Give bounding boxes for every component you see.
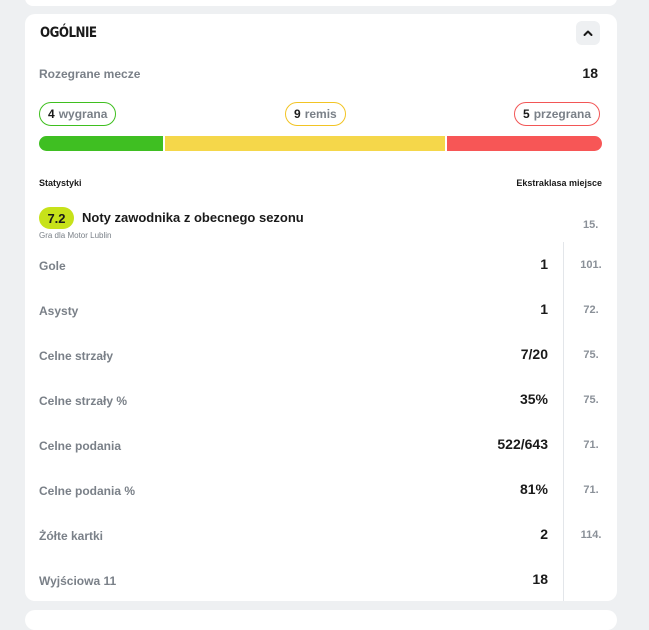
stat-value: 1	[540, 301, 548, 317]
rating-label: Noty zawodnika z obecnego sezonu	[82, 210, 304, 225]
matches-played-value: 18	[582, 65, 598, 81]
stat-rank: 72.	[583, 304, 599, 316]
stat-label: Żółte kartki	[39, 529, 104, 543]
stat-rank: 101.	[580, 259, 602, 271]
stat-row: Asysty 1 72.	[25, 301, 617, 321]
stat-rank: 71.	[583, 484, 599, 496]
stat-rank: 71.	[583, 439, 599, 451]
stat-value: 18	[532, 571, 548, 587]
section-title: OGÓLNIE	[40, 25, 97, 41]
stat-label: Celne strzały %	[39, 394, 128, 408]
stats-column-header: Statystyki	[39, 178, 82, 188]
next-card	[25, 610, 617, 630]
stat-label: Asysty	[39, 304, 79, 318]
rating-subtitle: Gra dla Motor Lublin	[39, 231, 112, 240]
stat-rank: 114.	[580, 529, 602, 541]
losses-label: przegrana	[533, 107, 592, 121]
stat-row: Wyjściowa 11 18	[25, 571, 617, 591]
collapse-button[interactable]	[576, 21, 600, 45]
stat-value: 7/20	[520, 346, 548, 362]
stat-row: Celne podania 522/643 71.	[25, 436, 617, 456]
rating-rank: 15.	[583, 219, 599, 231]
stat-value: 2	[540, 526, 548, 542]
stat-row: Gole 1 101.	[25, 256, 617, 276]
wins-label: wygrana	[58, 107, 108, 121]
stat-label: Gole	[39, 259, 66, 273]
wins-bar	[39, 136, 163, 151]
stat-label: Celne podania %	[39, 484, 136, 498]
losses-badge: 5 przegrana	[514, 102, 601, 126]
wins-count: 4	[48, 107, 55, 121]
chevron-up-icon	[583, 30, 593, 36]
draws-label: remis	[304, 107, 337, 121]
stat-label: Celne podania	[39, 439, 122, 453]
stat-value: 35%	[519, 391, 548, 407]
rank-column-header: Ekstraklasa miejsce	[516, 178, 602, 188]
stat-row: Celne podania % 81% 71.	[25, 481, 617, 501]
stat-row: Żółte kartki 2 114.	[25, 526, 617, 546]
general-stats-card: OGÓLNIE Rozegrane mecze 18 4 wygrana 9 r…	[25, 14, 617, 601]
stat-value: 522/643	[497, 436, 548, 452]
stat-rank: 75.	[583, 394, 599, 406]
stat-rank: 75.	[583, 349, 599, 361]
previous-card	[25, 0, 617, 6]
stat-row: Celne strzały 7/20 75.	[25, 346, 617, 366]
stat-label: Wyjściowa 11	[39, 574, 117, 588]
wins-badge: 4 wygrana	[39, 102, 117, 126]
losses-bar	[447, 136, 602, 151]
matches-played-label: Rozegrane mecze	[39, 67, 141, 81]
draws-count: 9	[294, 107, 301, 121]
losses-count: 5	[523, 107, 530, 121]
draws-bar	[165, 136, 445, 151]
rank-divider	[563, 242, 564, 601]
draws-badge: 9 remis	[285, 102, 346, 126]
stat-row: Celne strzały % 35% 75.	[25, 391, 617, 411]
rating-badge: 7.2	[39, 207, 74, 229]
stat-label: Celne strzały	[39, 349, 114, 363]
stat-value: 1	[540, 256, 548, 272]
stat-value: 81%	[519, 481, 548, 497]
